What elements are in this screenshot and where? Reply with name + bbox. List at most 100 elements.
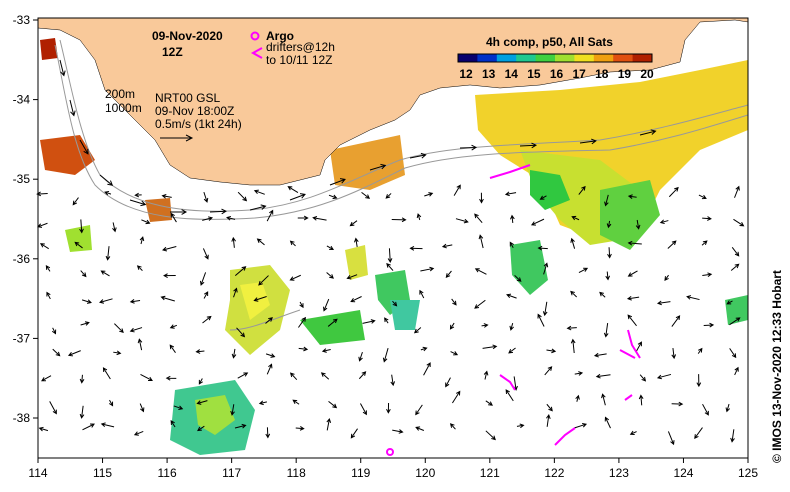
current-arrow xyxy=(41,375,52,382)
current-arrow xyxy=(627,314,637,327)
current-arrow xyxy=(574,422,588,429)
current-arrow xyxy=(479,192,484,204)
x-tick-label: 114 xyxy=(28,466,47,480)
current-arrow xyxy=(639,129,657,136)
current-arrow xyxy=(481,323,489,328)
current-arrow xyxy=(237,372,249,379)
current-arrow xyxy=(173,405,184,410)
current-arrow xyxy=(202,216,214,221)
x-tick-label: 121 xyxy=(480,466,500,480)
current-arrow xyxy=(546,403,553,412)
current-arrow xyxy=(668,186,679,198)
current-arrow xyxy=(79,374,85,384)
current-arrow xyxy=(546,348,557,354)
current-arrow xyxy=(79,219,84,234)
contour-200-label: 200m xyxy=(105,87,135,101)
current-arrow xyxy=(328,194,338,200)
current-arrow xyxy=(730,263,740,271)
current-arrow xyxy=(731,246,740,257)
current-arrow xyxy=(382,348,389,363)
current-arrow xyxy=(297,215,309,221)
current-arrow xyxy=(729,317,741,326)
current-arrow xyxy=(514,275,522,282)
y-tick-label: -38 xyxy=(13,411,31,425)
x-tick-label: 117 xyxy=(222,466,241,480)
current-arrow xyxy=(349,220,358,227)
current-arrow xyxy=(420,266,435,272)
current-arrow xyxy=(478,234,484,249)
current-arrow xyxy=(449,423,456,430)
current-arrow xyxy=(424,192,434,197)
current-arrow xyxy=(265,317,273,324)
current-arrow xyxy=(510,214,515,223)
colorbar-segment xyxy=(535,54,556,62)
current-arrow xyxy=(202,248,209,260)
current-arrow xyxy=(537,245,548,251)
y-axis: -33 -34 -35 -36 -37 -38 xyxy=(13,13,38,425)
current-arrow xyxy=(570,237,576,249)
current-arrow xyxy=(79,139,89,155)
colorbar-tick-label: 17 xyxy=(572,67,586,81)
current-arrow xyxy=(698,194,707,200)
current-arrow xyxy=(170,209,188,215)
current-arrow xyxy=(114,323,124,334)
current-arrow xyxy=(326,418,332,431)
current-arrow xyxy=(45,265,51,272)
current-arrow xyxy=(141,219,151,225)
credit-text: © IMOS 13-Nov-2020 12:33 Hobart xyxy=(770,270,784,463)
current-arrow xyxy=(664,274,669,282)
current-arrow xyxy=(289,274,301,281)
current-arrow xyxy=(482,344,498,350)
current-arrow xyxy=(656,300,671,306)
current-arrow xyxy=(474,268,487,275)
current-arrow xyxy=(415,404,423,416)
x-tick-label: 118 xyxy=(287,466,306,480)
current-arrow xyxy=(485,430,496,441)
current-arrow xyxy=(298,346,309,352)
current-arrow xyxy=(474,213,483,224)
current-arrow xyxy=(656,373,672,380)
colorbar-tick-label: 16 xyxy=(550,67,564,81)
current-arrow xyxy=(415,426,425,431)
colorbar-segment xyxy=(496,54,517,62)
current-arrow xyxy=(79,405,85,419)
x-axis: 114 115 116 117 118 119 120 121 122 123 124 125 xyxy=(28,458,758,480)
current-arrow xyxy=(506,293,517,299)
current-arrow xyxy=(451,298,457,306)
colorbar-tick-label: 12 xyxy=(459,67,473,81)
drifters-legend-line1: drifters@12h xyxy=(266,40,335,54)
current-arrow xyxy=(702,272,713,278)
current-arrow xyxy=(703,322,715,328)
current-arrow xyxy=(80,321,90,326)
current-arrow xyxy=(129,199,147,207)
y-tick-label: -37 xyxy=(13,331,31,345)
current-arrow xyxy=(202,315,212,324)
current-arrow xyxy=(161,194,172,199)
current-arrow xyxy=(253,296,267,302)
x-tick-label: 123 xyxy=(609,466,629,480)
current-arrow xyxy=(667,240,677,249)
current-arrow xyxy=(136,265,143,272)
current-arrow xyxy=(635,341,642,352)
current-arrow xyxy=(604,194,609,207)
current-arrow xyxy=(67,350,81,357)
x-tick-label: 115 xyxy=(93,466,112,480)
current-arrow xyxy=(266,363,273,375)
current-arrow xyxy=(509,322,514,331)
current-arrow xyxy=(137,338,143,351)
argo-legend-label: Argo xyxy=(266,29,294,43)
current-arrow xyxy=(671,401,684,407)
current-arrow xyxy=(320,372,330,380)
current-arrow xyxy=(459,144,478,151)
y-tick-label: -35 xyxy=(13,172,31,186)
current-arrow xyxy=(419,289,425,299)
current-arrow xyxy=(102,367,111,380)
current-arrow xyxy=(99,174,114,186)
current-arrow xyxy=(169,344,176,353)
current-arrow xyxy=(485,400,493,406)
current-arrow xyxy=(198,378,203,385)
colorbar-title: 4h comp, p50, All Sats xyxy=(486,35,613,49)
current-arrow xyxy=(671,315,681,327)
current-arrow xyxy=(105,246,111,261)
